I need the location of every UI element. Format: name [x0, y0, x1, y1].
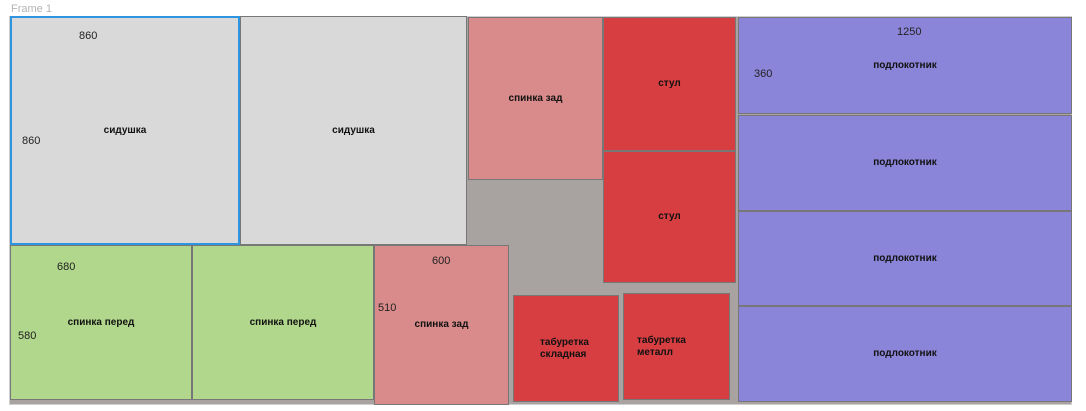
piece-label: табуретка складная [540, 336, 589, 360]
piece-label: сидушка [103, 124, 147, 136]
piece-label: табуретка металл [637, 334, 686, 358]
piece-label: стул [658, 78, 681, 89]
piece-label: спинка зад [414, 319, 469, 330]
piece-armrest-3[interactable]: подлокотник [738, 211, 1072, 306]
piece-label: стул [658, 211, 681, 222]
piece-chair-2[interactable]: стул [603, 151, 736, 283]
piece-label: спинка перед [249, 316, 317, 328]
height-dimension: 580 [18, 330, 37, 342]
height-dimension: 360 [754, 68, 773, 80]
piece-rear-back-1[interactable]: спинка зад [468, 17, 603, 180]
piece-seat-2[interactable]: сидушка [240, 16, 467, 245]
width-dimension: 600 [432, 255, 451, 267]
piece-armrest-1[interactable]: подлокотник [738, 17, 1072, 114]
piece-stool-metal[interactable]: табуретка металл [623, 293, 730, 400]
piece-armrest-4[interactable]: подлокотник [738, 306, 1072, 402]
width-dimension: 860 [79, 30, 98, 42]
piece-front-back-1[interactable]: спинка перед [10, 245, 192, 400]
width-dimension: 680 [57, 261, 76, 273]
piece-rear-back-2[interactable]: спинка зад [374, 245, 509, 405]
piece-armrest-2[interactable]: подлокотник [738, 115, 1072, 211]
frame-label[interactable]: Frame 1 [11, 3, 52, 15]
width-dimension: 1250 [897, 26, 922, 38]
piece-label: подлокотник [873, 60, 937, 71]
piece-label: сидушка [332, 124, 375, 136]
piece-seat-1[interactable]: сидушка [10, 16, 240, 245]
piece-label: спинка перед [67, 316, 135, 328]
piece-label: подлокотник [873, 348, 937, 359]
piece-label: спинка зад [508, 92, 563, 104]
piece-stool-folding[interactable]: табуретка складная [513, 295, 619, 402]
height-dimension: 860 [22, 135, 41, 147]
piece-front-back-2[interactable]: спинка перед [192, 245, 374, 400]
height-dimension: 510 [378, 302, 397, 314]
piece-label: подлокотник [873, 252, 937, 264]
piece-chair-1[interactable]: стул [603, 17, 736, 151]
piece-label: подлокотник [873, 157, 937, 168]
